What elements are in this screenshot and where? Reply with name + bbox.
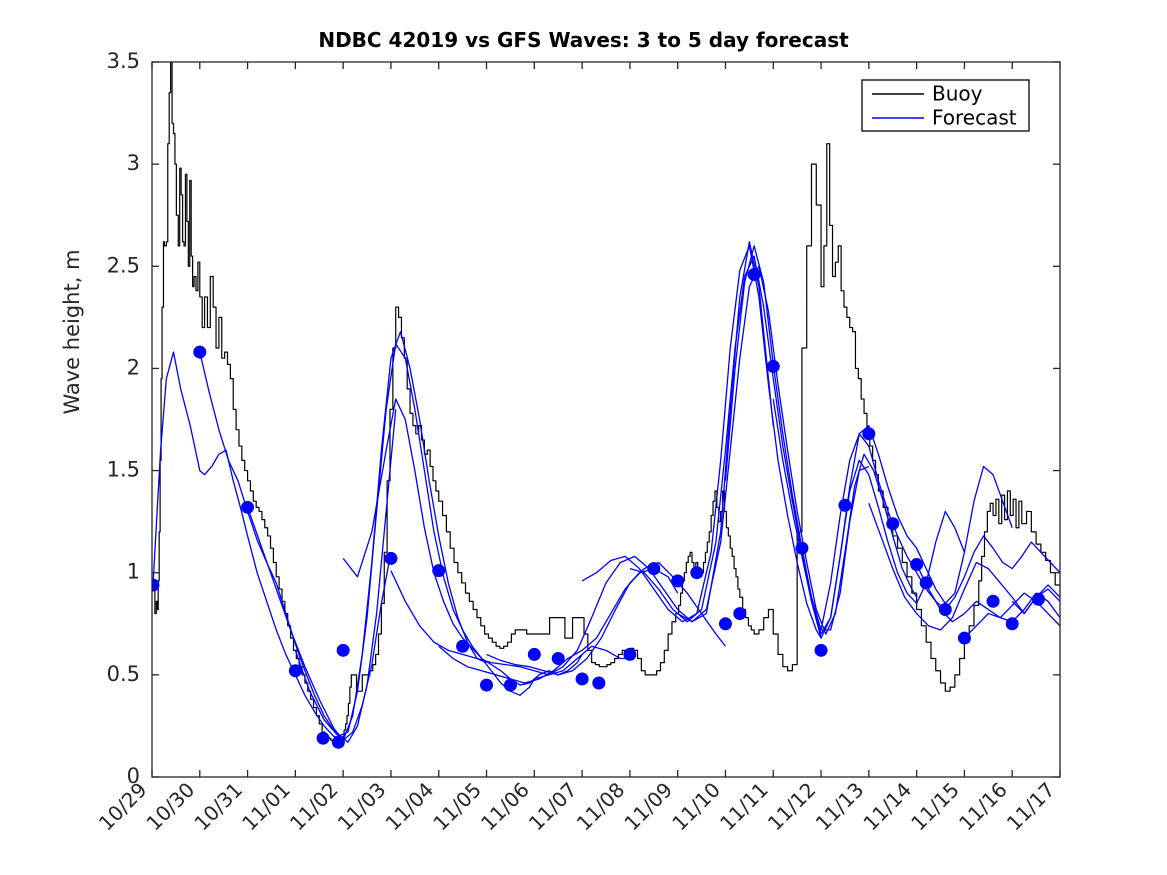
series-forecast-run-6 bbox=[390, 570, 630, 676]
y-tick-label: 1.5 bbox=[107, 458, 140, 482]
x-tick-label: 10/31 bbox=[189, 778, 247, 836]
forecast-start-marker bbox=[957, 631, 971, 645]
legend-label-forecast: Forecast bbox=[932, 106, 1017, 130]
y-tick-label: 2.5 bbox=[107, 253, 140, 277]
series-layer bbox=[152, 62, 1060, 745]
y-tick-label: 1 bbox=[127, 560, 140, 584]
series-forecast-run-1 bbox=[152, 351, 392, 741]
forecast-start-marker bbox=[336, 643, 350, 657]
forecast-start-marker bbox=[503, 678, 517, 692]
forecast-start-marker bbox=[551, 652, 565, 666]
y-tick-label: 2 bbox=[127, 355, 140, 379]
forecast-start-marker bbox=[838, 498, 852, 512]
x-tick-label: 11/04 bbox=[381, 778, 439, 836]
x-tick-label: 11/01 bbox=[237, 778, 295, 836]
x-tick-label: 10/30 bbox=[142, 778, 200, 836]
forecast-start-marker bbox=[152, 578, 160, 592]
x-tick-label: 11/09 bbox=[619, 778, 677, 836]
forecast-start-marker bbox=[575, 672, 589, 686]
forecast-start-marker bbox=[592, 676, 606, 690]
forecast-start-marker bbox=[456, 639, 470, 653]
x-tick-label: 11/03 bbox=[333, 778, 391, 836]
forecast-start-marker bbox=[480, 678, 494, 692]
x-tick-label: 11/17 bbox=[1002, 778, 1060, 836]
forecast-start-marker bbox=[193, 345, 207, 359]
series-forecast-run-12 bbox=[677, 265, 918, 635]
x-tick-label: 11/02 bbox=[285, 778, 343, 836]
forecast-start-marker bbox=[432, 564, 446, 578]
series-forecast-run-15 bbox=[820, 433, 1060, 631]
axes-layer bbox=[151, 61, 1061, 778]
x-tick-label: 11/14 bbox=[858, 778, 916, 836]
forecast-start-marker bbox=[718, 617, 732, 631]
x-tick-label: 10/29 bbox=[94, 778, 152, 836]
forecast-start-marker bbox=[288, 664, 302, 678]
forecast-start-marker bbox=[671, 574, 685, 588]
forecast-start-marker bbox=[910, 558, 924, 572]
series-forecast-run-8 bbox=[486, 561, 726, 676]
x-tick-label: 11/10 bbox=[667, 778, 725, 836]
x-tick-label: 11/16 bbox=[954, 778, 1012, 836]
axes-frame bbox=[151, 61, 1061, 778]
forecast-start-marker bbox=[814, 643, 828, 657]
forecast-start-marker bbox=[986, 594, 1000, 608]
forecast-start-marker bbox=[623, 647, 637, 661]
x-tick-label: 11/05 bbox=[428, 778, 486, 836]
y-tick-label: 3 bbox=[127, 151, 140, 175]
forecast-start-marker bbox=[1005, 617, 1019, 631]
y-tick-label: 0.5 bbox=[107, 662, 140, 686]
x-tick-label: 11/06 bbox=[476, 778, 534, 836]
forecast-start-marker bbox=[331, 735, 345, 749]
legend-label-buoy: Buoy bbox=[932, 82, 983, 106]
series-forecast-run-14 bbox=[772, 398, 1013, 639]
forecast-start-marker bbox=[527, 647, 541, 661]
y-tick-label: 0 bbox=[127, 764, 140, 788]
forecast-start-marker bbox=[766, 359, 780, 373]
forecast-start-marker bbox=[795, 541, 809, 555]
chart-title: NDBC 42019 vs GFS Waves: 3 to 5 day fore… bbox=[318, 28, 849, 52]
x-tick-label: 11/13 bbox=[811, 778, 869, 836]
legend-box bbox=[861, 79, 1030, 132]
forecast-start-marker bbox=[886, 517, 900, 531]
forecast-start-marker bbox=[733, 607, 747, 621]
forecast-start-marker bbox=[647, 562, 661, 576]
forecast-start-marker bbox=[862, 427, 876, 441]
x-tick-label: 11/12 bbox=[763, 778, 821, 836]
forecast-start-marker bbox=[1031, 592, 1045, 606]
x-tick-label: 11/08 bbox=[572, 778, 630, 836]
forecast-start-marker bbox=[316, 731, 330, 745]
series-forecast-run-11 bbox=[629, 255, 870, 631]
forecast-start-marker bbox=[690, 566, 704, 580]
series-buoy bbox=[152, 62, 1060, 745]
series-forecast-run-4 bbox=[294, 343, 535, 737]
series-forecast-run-5 bbox=[342, 398, 583, 686]
forecast-start-marker bbox=[919, 576, 933, 590]
series-forecast-run-10 bbox=[581, 245, 822, 639]
series-forecast-run-2 bbox=[199, 351, 397, 743]
forecast-start-marker bbox=[747, 267, 761, 281]
forecast-start-marker bbox=[938, 602, 952, 616]
marker-layer bbox=[152, 267, 1045, 749]
forecast-start-marker bbox=[241, 500, 255, 514]
forecast-start-marker bbox=[384, 551, 398, 565]
y-tick-label: 3.5 bbox=[107, 49, 140, 73]
x-tick-label: 11/15 bbox=[906, 778, 964, 836]
series-forecast-run-3 bbox=[246, 331, 487, 741]
x-tick-label: 11/07 bbox=[524, 778, 582, 836]
x-tick-label: 11/11 bbox=[715, 778, 773, 836]
